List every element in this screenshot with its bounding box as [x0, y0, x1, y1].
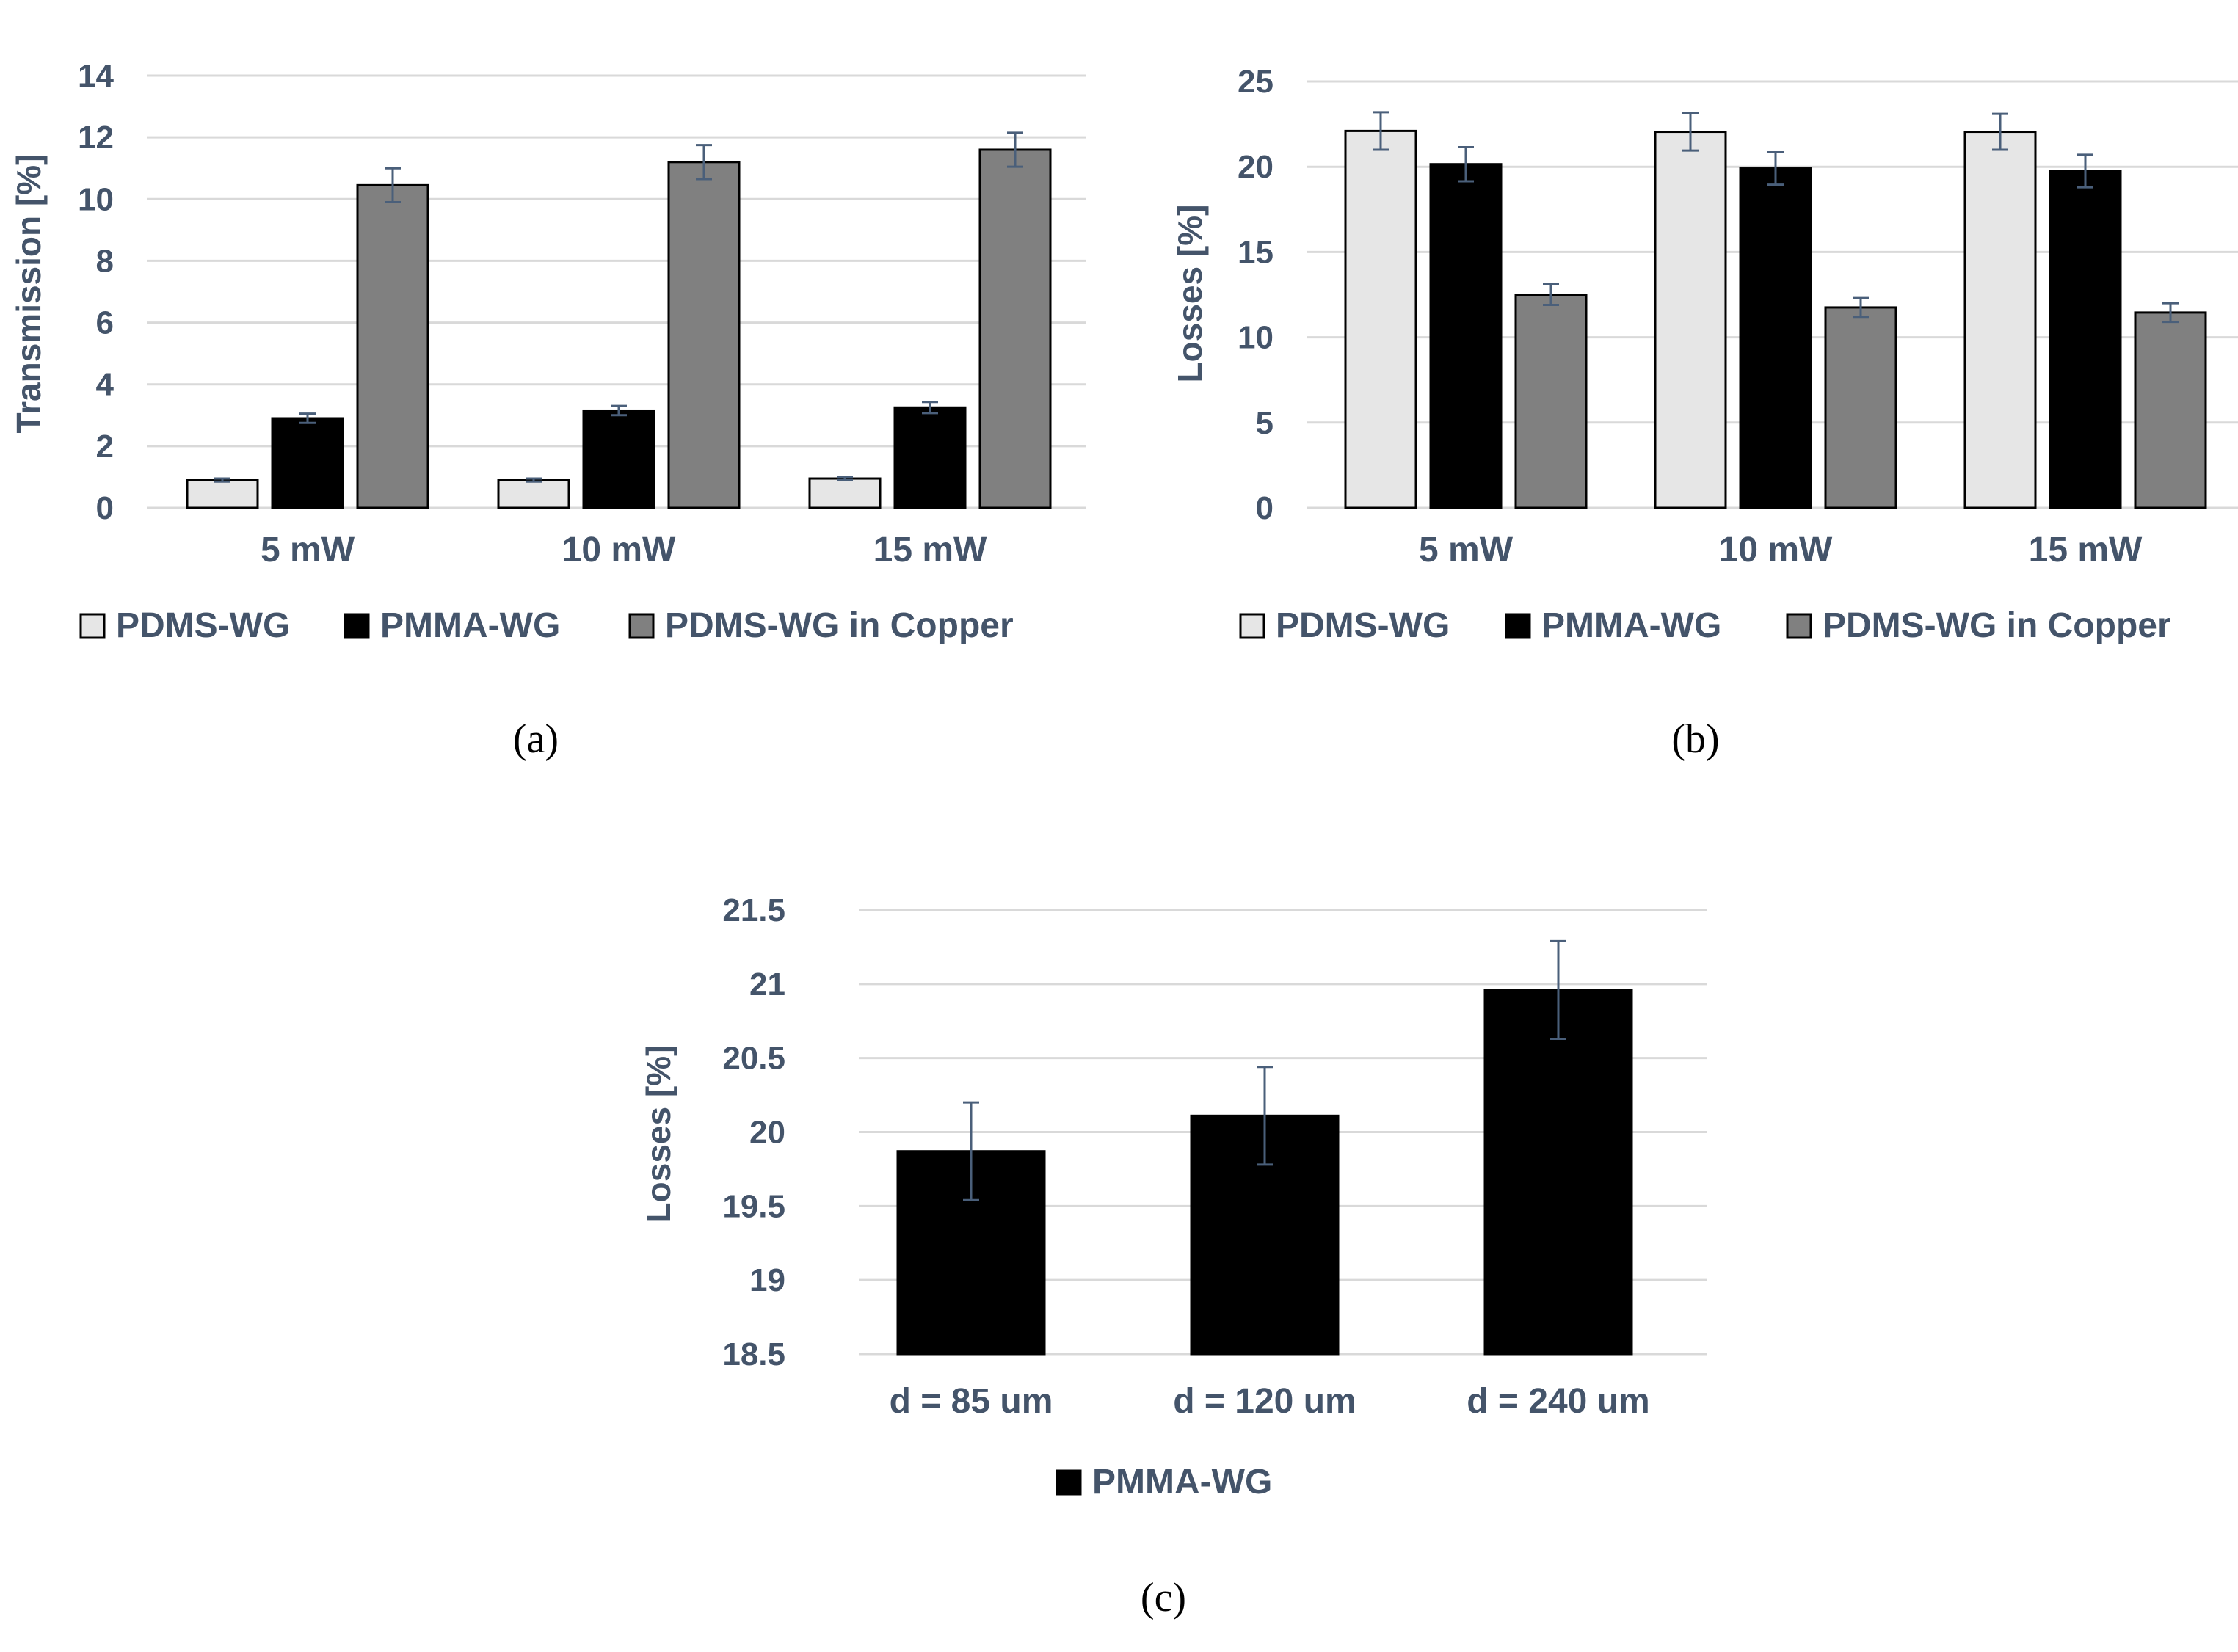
x-tick-label: 15 mW [2029, 531, 2143, 570]
y-tick-label: 0 [1256, 490, 1274, 526]
x-tick-label: 10 mW [1719, 531, 1833, 570]
legend-label: PMMA-WG [1541, 606, 1721, 645]
bar-pdms-wg-in-copper [356, 183, 429, 509]
legend-label: PDMS-WG in Copper [1823, 606, 2171, 645]
bar-pmma-wg [271, 417, 344, 509]
error-bar [385, 167, 401, 203]
legend-swatch [1505, 613, 1531, 639]
legend-swatch [344, 613, 370, 639]
error-bar [2162, 302, 2179, 324]
bar-pdms-wg-in-copper [667, 161, 741, 509]
x-tick-label: 5 mW [1419, 531, 1514, 570]
error-bar [1992, 112, 2008, 151]
x-tick-label: 15 mW [873, 531, 987, 570]
bar-pmma-wg [1739, 167, 1812, 509]
y-tick-label: 8 [96, 243, 114, 279]
legend-swatch [79, 613, 106, 639]
y-tick-label: 10 [1238, 320, 1274, 356]
error-bar [837, 476, 853, 481]
bar-pdms-wg-in-copper [1824, 306, 1897, 509]
error-bar [2077, 153, 2093, 189]
x-tick-label: d = 240 um [1467, 1382, 1649, 1421]
legend: PDMS-WG PMMA-WG PDMS-WG in Copper [79, 606, 1014, 645]
panel-label: (b) [1671, 716, 1719, 762]
error-bar [1543, 283, 1559, 306]
y-tick-label: 25 [1238, 64, 1274, 100]
bar-pmma-wg [893, 406, 967, 509]
bar-pdms-wg [808, 477, 882, 509]
legend-swatch [628, 613, 655, 639]
chart-b: 0 5 10 15 20 25 5 mW 10 mW 15 mW Losses [%] PDMS-W… [1171, 64, 2238, 762]
legend-label: PMMA-WG [380, 606, 560, 645]
x-tick-label: d = 120 um [1173, 1382, 1356, 1421]
x-tick-label: d = 85 um [890, 1382, 1053, 1421]
y-tick-label: 18.5 [722, 1336, 785, 1372]
y-tick-label: 20.5 [722, 1041, 785, 1077]
bar-pdms-wg-in-copper [2134, 311, 2207, 509]
error-bar [1458, 145, 1474, 183]
x-tick-label: 10 mW [562, 531, 676, 570]
y-tick-label: 6 [96, 305, 114, 341]
x-tick-label: 5 mW [261, 531, 355, 570]
bar-pdms-wg [497, 479, 570, 509]
y-tick-label: 4 [96, 367, 115, 403]
bar-pdms-wg [1963, 131, 2037, 509]
y-tick-label: 15 [1238, 234, 1274, 270]
y-tick-label: 19.5 [722, 1188, 785, 1224]
y-axis-title: Losses [%] [639, 1045, 677, 1223]
legend-swatch [1239, 613, 1265, 639]
error-bar [922, 401, 938, 415]
chart-a: 0 2 4 6 8 10 12 14 5 mW 10 mW 15 mW Transmission [%… [10, 58, 1086, 762]
error-bar [1257, 1066, 1273, 1166]
error-bar [1007, 131, 1023, 168]
bar-pmma-wg [1483, 989, 1633, 1356]
legend-swatch [1786, 613, 1812, 639]
y-tick-label: 14 [78, 58, 114, 94]
error-bar [1550, 939, 1566, 1040]
panel-label: (a) [513, 716, 559, 762]
y-tick-label: 2 [96, 429, 114, 465]
y-tick-label: 20 [1238, 149, 1274, 185]
error-bar [1682, 112, 1699, 152]
bar-pdms-wg [186, 479, 259, 509]
legend-label: PDMS-WG in Copper [665, 606, 1014, 645]
chart-c: 18.5 19 19.5 20 20.5 21 21.5 d = 85 um d = 120 u… [639, 892, 1707, 1620]
legend-swatch [1056, 1469, 1082, 1496]
error-bar [526, 477, 542, 483]
bar-pmma-wg [582, 409, 655, 509]
error-bar [1373, 111, 1389, 151]
bar-pmma-wg [2049, 170, 2122, 509]
panel-label: (c) [1141, 1575, 1186, 1620]
error-bar [299, 412, 316, 424]
error-bar [963, 1101, 979, 1201]
error-bar [611, 404, 627, 417]
error-bar [1767, 150, 1784, 186]
legend: PDMS-WG PMMA-WG PDMS-WG in Copper [1239, 606, 2171, 645]
y-tick-label: 10 [78, 181, 114, 217]
bar-pdms-wg-in-copper [1514, 294, 1588, 509]
y-tick-label: 12 [78, 120, 114, 156]
legend-label: PMMA-WG [1092, 1463, 1272, 1502]
legend-label: PDMS-WG [116, 606, 290, 645]
bar-pdms-wg [1344, 129, 1417, 509]
bar-pdms-wg [1654, 131, 1727, 509]
y-tick-label: 20 [749, 1115, 785, 1151]
bar-pdms-wg-in-copper [978, 148, 1052, 509]
y-axis-title: Losses [%] [1171, 205, 1209, 383]
y-tick-label: 0 [96, 490, 114, 526]
error-bar [1853, 296, 1869, 319]
error-bar [214, 477, 230, 483]
y-tick-label: 19 [749, 1262, 785, 1298]
y-tick-label: 5 [1256, 405, 1274, 441]
error-bar [696, 144, 712, 181]
y-tick-label: 21.5 [722, 892, 785, 928]
legend-label: PDMS-WG [1276, 606, 1450, 645]
y-axis-title: Transmission [%] [10, 154, 48, 434]
legend: PMMA-WG [1056, 1463, 1272, 1502]
bar-pmma-wg [1429, 163, 1503, 509]
y-tick-label: 21 [749, 967, 785, 1003]
